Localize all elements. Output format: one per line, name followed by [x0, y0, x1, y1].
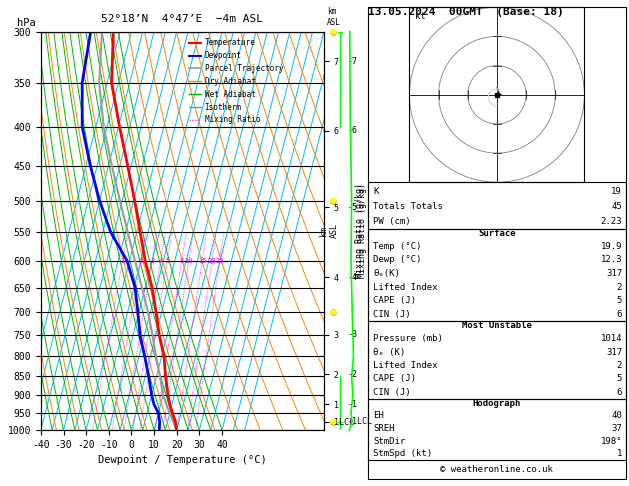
Text: Temp (°C): Temp (°C)	[373, 242, 421, 251]
Text: 8: 8	[179, 258, 184, 264]
Text: 2: 2	[616, 361, 622, 370]
Text: 2.23: 2.23	[601, 217, 622, 226]
Text: 52°18’N  4°47’E  −4m ASL: 52°18’N 4°47’E −4m ASL	[101, 14, 264, 24]
X-axis label: Dewpoint / Temperature (°C): Dewpoint / Temperature (°C)	[98, 455, 267, 466]
Text: 1: 1	[616, 450, 622, 458]
Legend: Temperature, Dewpoint, Parcel Trajectory, Dry Adiabat, Wet Adiabat, Isotherm, Mi: Temperature, Dewpoint, Parcel Trajectory…	[186, 35, 286, 127]
Text: © weatheronline.co.uk: © weatheronline.co.uk	[440, 465, 554, 474]
Text: -3: -3	[348, 330, 358, 339]
Text: -7: -7	[348, 57, 358, 66]
Y-axis label: Mixing Ratio (g/kg): Mixing Ratio (g/kg)	[358, 183, 367, 278]
Text: 20: 20	[208, 258, 216, 264]
Text: Totals Totals: Totals Totals	[373, 202, 443, 211]
Text: CIN (J): CIN (J)	[373, 388, 411, 397]
Text: StmDir: StmDir	[373, 437, 405, 446]
Text: 6: 6	[616, 310, 622, 319]
Text: CAPE (J): CAPE (J)	[373, 374, 416, 383]
Text: θₑ (K): θₑ (K)	[373, 347, 405, 357]
Text: 40: 40	[611, 411, 622, 420]
Text: Lifted Index: Lifted Index	[373, 283, 438, 292]
Text: CAPE (J): CAPE (J)	[373, 296, 416, 305]
Text: Surface: Surface	[478, 229, 516, 238]
Text: 5: 5	[616, 374, 622, 383]
Text: 19: 19	[611, 187, 622, 196]
Text: 2: 2	[616, 283, 622, 292]
Text: SREH: SREH	[373, 424, 394, 433]
Text: km
ASL: km ASL	[320, 224, 338, 238]
Text: PW (cm): PW (cm)	[373, 217, 411, 226]
Text: 12.3: 12.3	[601, 256, 622, 264]
Text: -2: -2	[348, 370, 358, 379]
Text: kt: kt	[415, 12, 426, 21]
Text: -5: -5	[348, 203, 358, 212]
Text: 1: 1	[120, 258, 125, 264]
Text: 317: 317	[606, 269, 622, 278]
Text: Mixing Ratio (g/kg): Mixing Ratio (g/kg)	[355, 183, 364, 278]
Text: 2: 2	[139, 258, 143, 264]
Text: θₑ(K): θₑ(K)	[373, 269, 400, 278]
Text: 37: 37	[611, 424, 622, 433]
Text: -6: -6	[348, 126, 358, 136]
Text: km
ASL: km ASL	[327, 7, 341, 27]
Text: 3: 3	[150, 258, 154, 264]
Text: EH: EH	[373, 411, 384, 420]
Text: 13.05.2024  00GMT  (Base: 18): 13.05.2024 00GMT (Base: 18)	[367, 7, 564, 17]
Y-axis label: hPa: hPa	[18, 17, 36, 28]
Text: 317: 317	[606, 347, 622, 357]
Text: 45: 45	[611, 202, 622, 211]
Text: -1LCL: -1LCL	[348, 417, 373, 426]
Text: Hodograph: Hodograph	[473, 399, 521, 408]
Text: -4: -4	[348, 273, 358, 282]
Text: 10: 10	[184, 258, 193, 264]
Text: StmSpd (kt): StmSpd (kt)	[373, 450, 432, 458]
Text: Most Unstable: Most Unstable	[462, 321, 532, 330]
Text: 4: 4	[159, 258, 163, 264]
Text: 25: 25	[216, 258, 224, 264]
Text: 19.9: 19.9	[601, 242, 622, 251]
Text: 5: 5	[165, 258, 169, 264]
Text: 5: 5	[616, 296, 622, 305]
Text: CIN (J): CIN (J)	[373, 310, 411, 319]
Text: -1: -1	[348, 400, 358, 409]
Text: Pressure (mb): Pressure (mb)	[373, 334, 443, 343]
Text: 198°: 198°	[601, 437, 622, 446]
Text: Lifted Index: Lifted Index	[373, 361, 438, 370]
Text: K: K	[373, 187, 379, 196]
Text: 1014: 1014	[601, 334, 622, 343]
Text: 15: 15	[198, 258, 206, 264]
Text: 6: 6	[616, 388, 622, 397]
Text: Dewp (°C): Dewp (°C)	[373, 256, 421, 264]
